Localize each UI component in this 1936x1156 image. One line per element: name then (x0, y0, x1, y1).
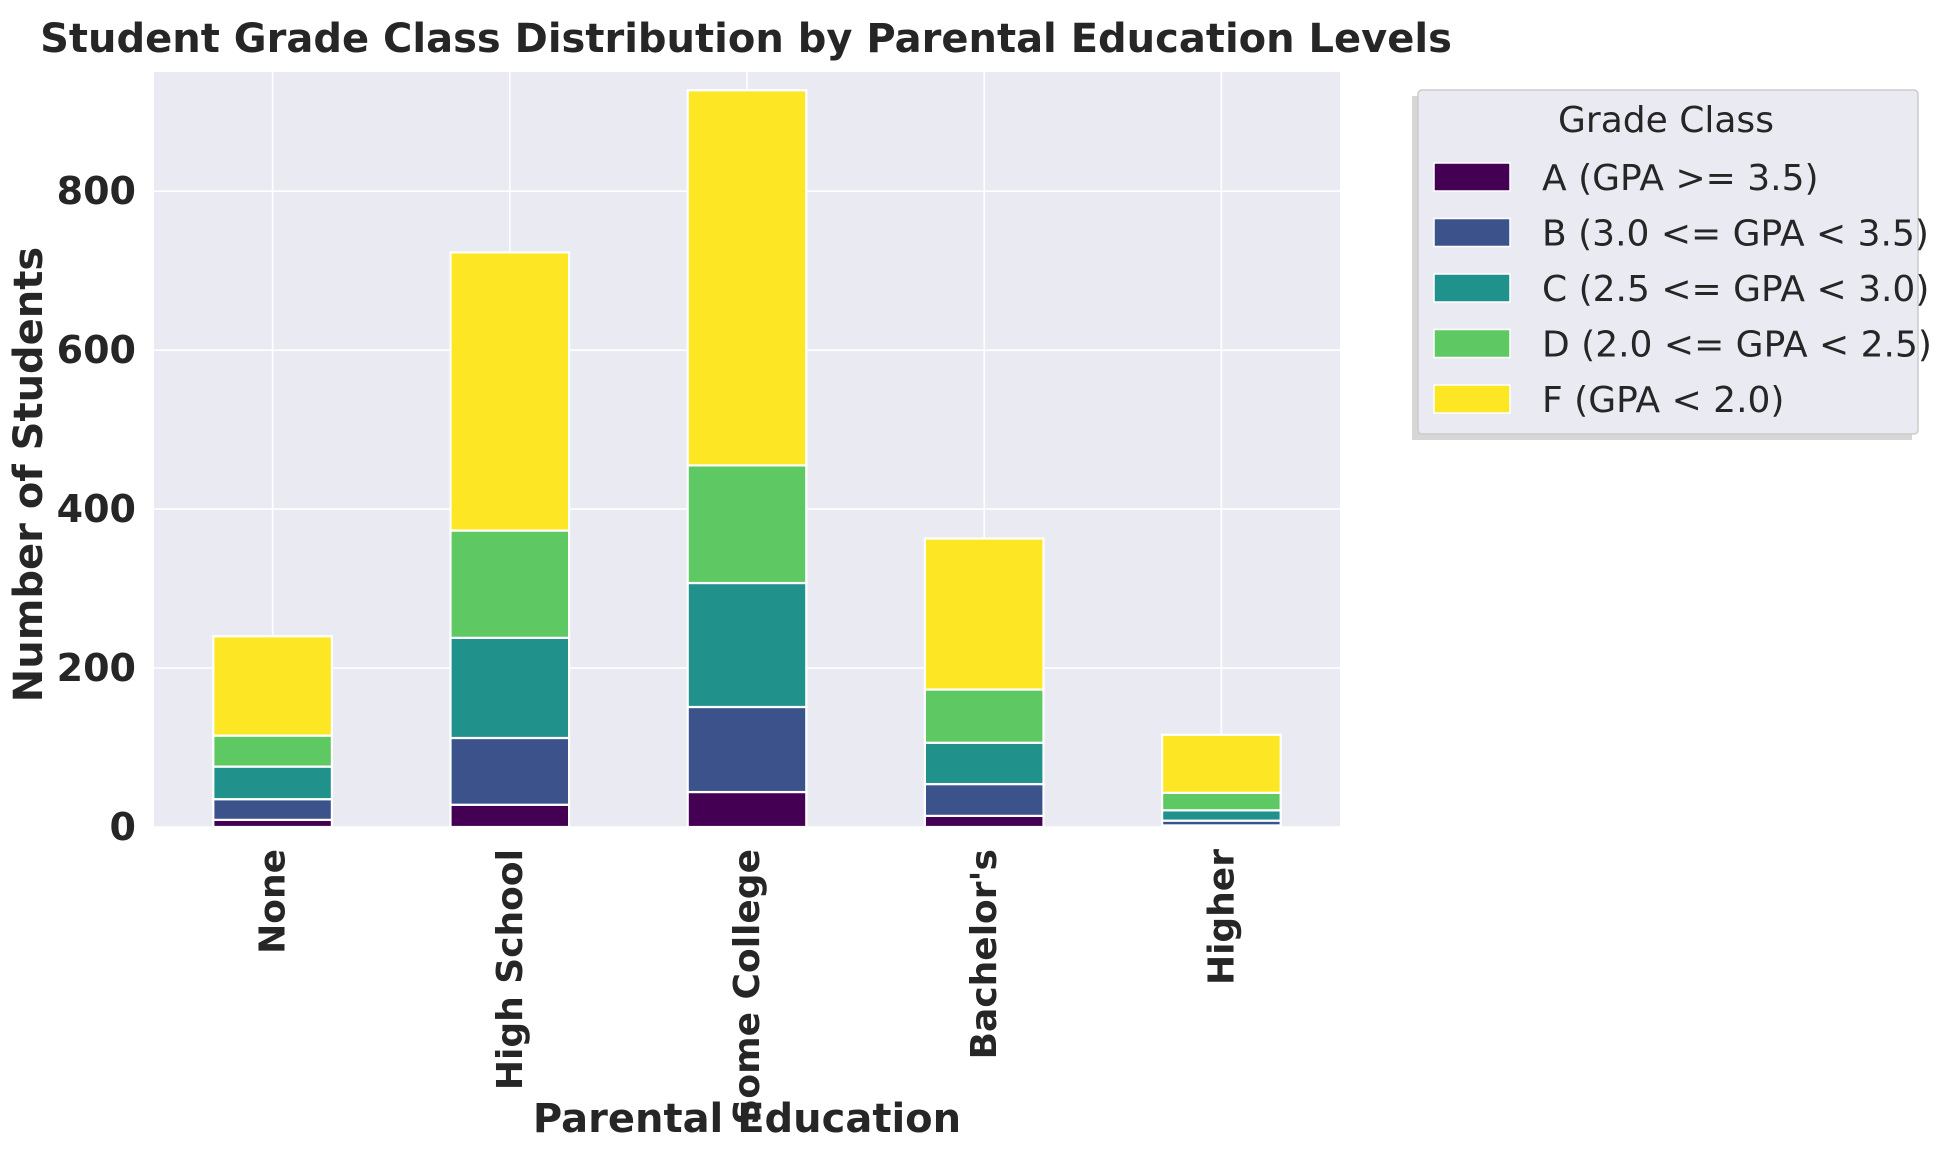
x-tick-label: None (253, 849, 294, 954)
bar-segment (1160, 809, 1282, 822)
bar-segment (686, 89, 808, 467)
legend-swatch (1433, 384, 1511, 414)
legend-swatch (1433, 328, 1511, 359)
legend-swatch (1433, 217, 1511, 248)
y-axis-label: Number of Students (6, 247, 52, 702)
bar-segment (449, 529, 571, 639)
bar-segment (686, 790, 808, 829)
bar-segment (1160, 791, 1282, 812)
bar-segment (449, 803, 571, 829)
x-tick-label: Higher (1201, 849, 1242, 985)
legend-box (1417, 89, 1919, 435)
bar-segment (686, 464, 808, 585)
bar-segment (449, 251, 571, 532)
legend-label: B (3.0 <= GPA < 3.5) (1542, 214, 1929, 255)
bar-segment (923, 814, 1045, 829)
y-tick-label: 0 (110, 805, 136, 849)
x-axis-ticks: None High School Some College Bachelor's Hig… (253, 849, 1243, 1125)
legend-swatch (1433, 273, 1511, 303)
x-tick-label: Bachelor's (964, 849, 1005, 1059)
y-tick-label: 600 (57, 328, 136, 372)
bar-segment (686, 705, 808, 794)
bar-segment (923, 741, 1045, 786)
legend-label: F (GPA < 2.0) (1542, 380, 1784, 421)
chart-title: Student Grade Class Distribution by Pare… (40, 16, 1452, 62)
bar-segment (212, 635, 334, 737)
bar-segment (212, 734, 334, 768)
bar-segment (449, 736, 571, 806)
bar-segment (212, 798, 334, 821)
x-tick-label: Some College (727, 849, 768, 1125)
legend-label: D (2.0 <= GPA < 2.5) (1542, 325, 1932, 366)
legend-title: Grade Class (1558, 100, 1774, 141)
x-tick-label: High School (490, 849, 531, 1090)
bar-segment (449, 636, 571, 740)
bar-segment (923, 688, 1045, 744)
legend-label: A (GPA >= 3.5) (1542, 158, 1819, 199)
bar-segment (1160, 733, 1282, 794)
y-tick-label: 800 (57, 169, 136, 213)
bar-segment (212, 765, 334, 801)
legend: Grade Class A (GPA >= 3.5) B (3.0 <= GPA … (1412, 89, 1932, 440)
legend-items: A (GPA >= 3.5) B (3.0 <= GPA < 3.5) C (2.5… (1433, 158, 1932, 421)
bar-segment (923, 782, 1045, 817)
legend-label: C (2.5 <= GPA < 3.0) (1542, 269, 1929, 310)
legend-swatch (1433, 162, 1511, 192)
bar-segment (923, 537, 1045, 691)
y-tick-label: 400 (57, 487, 136, 531)
y-tick-label: 200 (57, 646, 136, 690)
x-axis-label: Parental Education (533, 1096, 961, 1142)
y-axis-ticks: 0 200 400 600 800 (57, 169, 136, 849)
bar-segment (686, 581, 808, 709)
bars (212, 89, 1282, 829)
